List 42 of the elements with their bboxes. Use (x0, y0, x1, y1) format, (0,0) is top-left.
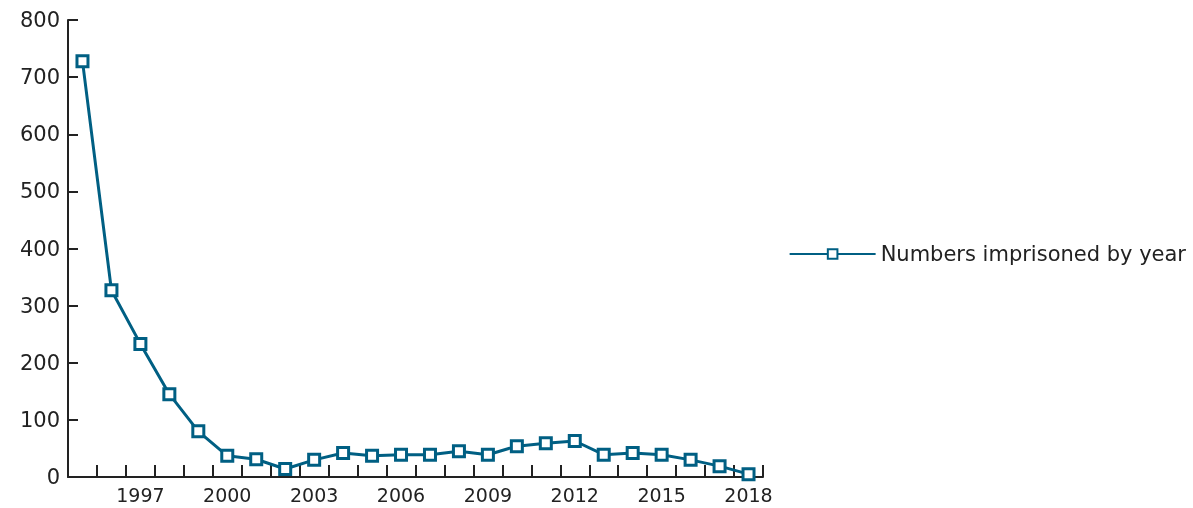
x-tick-label: 2009 (463, 483, 513, 506)
legend-label: Numbers imprisoned by year (880, 242, 1187, 266)
y-tick-label: 0 (46, 465, 60, 489)
point (654, 447, 669, 462)
x-tick-label: 2000 (203, 483, 252, 506)
point (191, 424, 206, 439)
x-tick-label: 2015 (637, 483, 686, 506)
x-tick-label: 2012 (550, 483, 599, 506)
y-tick-label: 500 (19, 179, 60, 204)
point (249, 452, 264, 467)
point (509, 439, 524, 454)
point (712, 459, 727, 474)
point (741, 467, 756, 482)
point (278, 462, 293, 476)
y-tick-label: 100 (19, 407, 60, 432)
point (683, 452, 698, 467)
y-tick-label: 800 (19, 8, 60, 32)
x-tick-label: 2006 (376, 483, 426, 506)
point (451, 444, 466, 459)
point (480, 447, 495, 462)
point (336, 446, 351, 461)
point (596, 447, 611, 462)
x-tick-label: 2003 (289, 483, 339, 506)
point (365, 448, 380, 463)
y-tick-label: 300 (19, 293, 60, 318)
point (75, 54, 90, 69)
point (104, 283, 119, 298)
y-tick-label: 700 (19, 65, 60, 90)
y-tick-label: 600 (19, 122, 60, 147)
point (422, 447, 437, 462)
point (220, 448, 235, 463)
x-tick-label: 1997 (116, 483, 165, 506)
point (625, 446, 640, 461)
point (307, 452, 322, 467)
point (133, 336, 148, 351)
y-tick-label: 400 (19, 236, 60, 261)
y-tick-label: 200 (19, 350, 60, 375)
point (567, 434, 582, 449)
point (162, 387, 177, 402)
x-tick-label: 2018 (724, 483, 773, 506)
point (394, 447, 409, 462)
point (538, 436, 553, 451)
